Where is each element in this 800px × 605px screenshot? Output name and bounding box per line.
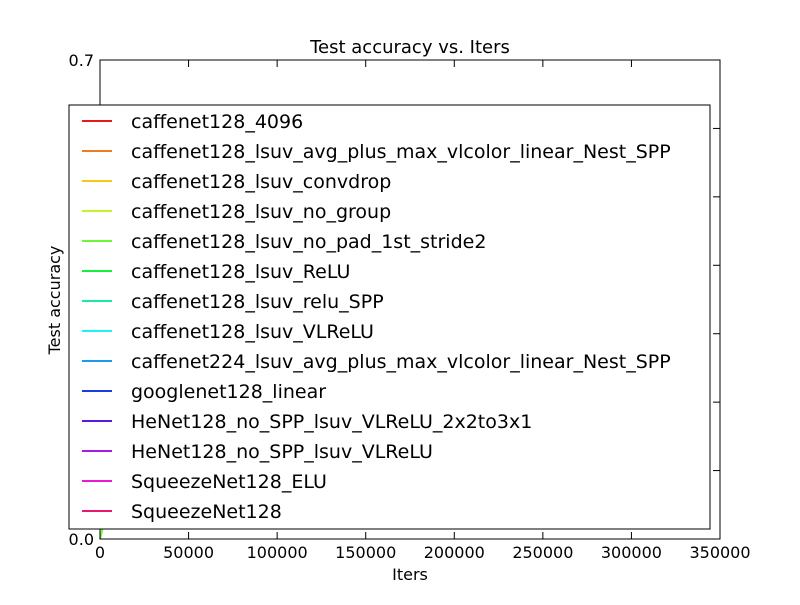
x-tick-label: 150000 <box>335 543 396 562</box>
legend-label: caffenet128_lsuv_ReLU <box>131 261 350 283</box>
legend-label: caffenet128_lsuv_no_pad_1st_stride2 <box>131 231 486 253</box>
x-tick-label: 250000 <box>512 543 573 562</box>
x-tick-label: 0 <box>95 543 105 562</box>
legend-label: HeNet128_no_SPP_lsuv_VLReLU_2x2to3x1 <box>131 411 532 433</box>
y-tick-label: 0.0 <box>69 530 94 549</box>
legend-label: caffenet128_lsuv_no_group <box>131 201 391 223</box>
x-axis-label: Iters <box>392 565 428 584</box>
legend-label: caffenet128_4096 <box>131 111 303 133</box>
legend-label: googlenet128_linear <box>131 381 326 403</box>
x-tick-label: 200000 <box>424 543 485 562</box>
legend-label: SqueezeNet128_ELU <box>131 471 327 493</box>
legend-label: caffenet128_lsuv_relu_SPP <box>131 291 384 313</box>
legend-label: caffenet128_lsuv_avg_plus_max_vlcolor_li… <box>131 141 671 163</box>
legend-label: caffenet128_lsuv_VLReLU <box>131 321 374 343</box>
legend-label: caffenet224_lsuv_avg_plus_max_vlcolor_li… <box>131 351 671 373</box>
axis-ticks: 0 50000 100000 150000 200000 250000 300000 3500… <box>69 51 751 562</box>
legend-label: caffenet128_lsuv_convdrop <box>131 171 391 193</box>
legend-label: SqueezeNet128 <box>131 501 282 523</box>
legend: caffenet128_4096 caffenet128_lsuv_avg_plu… <box>68 104 711 530</box>
x-tick-label: 100000 <box>247 543 308 562</box>
x-tick-label: 300000 <box>601 543 662 562</box>
chart-title: Test accuracy vs. Iters <box>309 37 510 58</box>
y-tick-label: 0.7 <box>69 51 94 70</box>
legend-label: HeNet128_no_SPP_lsuv_VLReLU <box>131 441 433 463</box>
x-tick-label: 350000 <box>689 543 750 562</box>
legend-box <box>68 104 711 530</box>
y-axis-label: Test accuracy <box>45 246 64 356</box>
x-tick-label: 50000 <box>163 543 214 562</box>
